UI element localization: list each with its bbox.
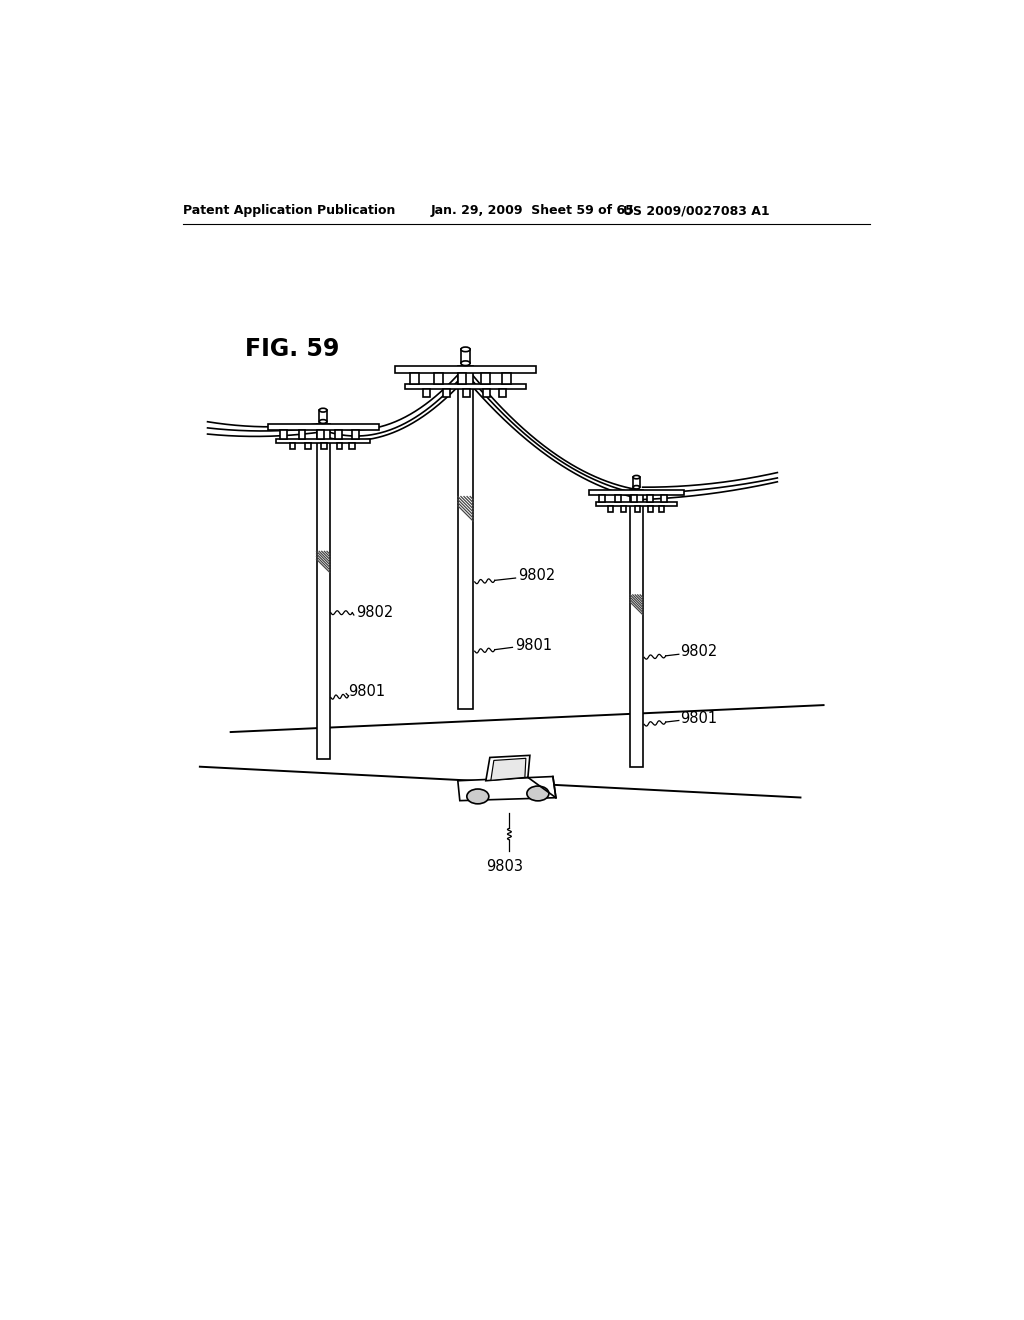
- Bar: [322, 444, 327, 449]
- Bar: [635, 507, 640, 512]
- Bar: [458, 374, 466, 384]
- Bar: [461, 350, 470, 363]
- Ellipse shape: [527, 785, 549, 801]
- Ellipse shape: [319, 420, 327, 424]
- Ellipse shape: [461, 347, 470, 351]
- Ellipse shape: [319, 408, 327, 412]
- Text: 9802: 9802: [680, 644, 718, 660]
- Text: 9801: 9801: [680, 710, 718, 726]
- Bar: [434, 374, 442, 384]
- Text: FIG. 59: FIG. 59: [245, 338, 339, 362]
- Polygon shape: [490, 758, 526, 780]
- Bar: [589, 490, 684, 495]
- Bar: [316, 430, 324, 438]
- Bar: [349, 444, 355, 449]
- Bar: [463, 389, 470, 397]
- Bar: [596, 503, 677, 507]
- Ellipse shape: [461, 360, 470, 366]
- Bar: [335, 430, 342, 438]
- Bar: [500, 389, 506, 397]
- Text: US 2009/0027083 A1: US 2009/0027083 A1: [624, 205, 770, 218]
- Bar: [442, 389, 450, 397]
- Bar: [406, 384, 525, 389]
- Text: 9803: 9803: [486, 859, 523, 874]
- Polygon shape: [485, 755, 529, 780]
- Bar: [423, 389, 430, 397]
- Bar: [607, 507, 612, 512]
- Bar: [615, 495, 622, 503]
- Text: Jan. 29, 2009  Sheet 59 of 65: Jan. 29, 2009 Sheet 59 of 65: [431, 205, 635, 218]
- Bar: [648, 507, 653, 512]
- Bar: [633, 477, 640, 487]
- Polygon shape: [458, 776, 556, 801]
- Ellipse shape: [633, 486, 640, 488]
- Ellipse shape: [633, 475, 640, 479]
- Bar: [599, 495, 605, 503]
- Bar: [621, 507, 626, 512]
- Bar: [394, 367, 537, 374]
- Text: 9801: 9801: [515, 638, 552, 652]
- Bar: [481, 374, 489, 384]
- Bar: [411, 374, 419, 384]
- Bar: [290, 444, 295, 449]
- Bar: [659, 507, 665, 512]
- Bar: [299, 430, 305, 438]
- Bar: [275, 438, 371, 444]
- Text: Patent Application Publication: Patent Application Publication: [183, 205, 395, 218]
- Text: 9802: 9802: [518, 568, 555, 583]
- Bar: [305, 444, 311, 449]
- Bar: [503, 374, 511, 384]
- Ellipse shape: [467, 789, 488, 804]
- Bar: [647, 495, 653, 503]
- Bar: [351, 430, 358, 438]
- Bar: [631, 495, 637, 503]
- Bar: [483, 389, 490, 397]
- Bar: [319, 411, 327, 421]
- Bar: [267, 424, 379, 430]
- Bar: [280, 430, 287, 438]
- Bar: [458, 367, 473, 709]
- Bar: [316, 424, 330, 759]
- Bar: [631, 490, 643, 767]
- Bar: [662, 495, 668, 503]
- Text: 9801: 9801: [348, 684, 386, 698]
- Text: 9802: 9802: [356, 605, 393, 620]
- Bar: [337, 444, 342, 449]
